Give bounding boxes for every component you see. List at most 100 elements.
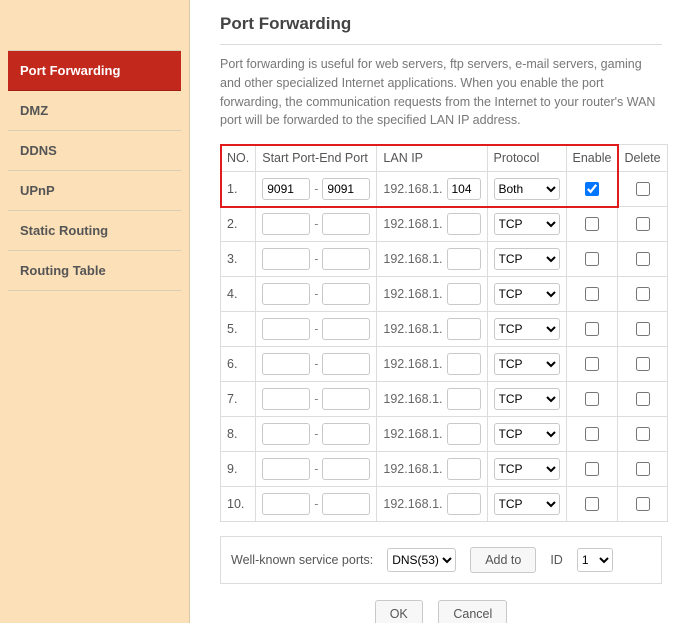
row-number: 1. [221, 172, 256, 207]
sidebar-item-upnp[interactable]: UPnP [8, 171, 181, 211]
lan-host-input[interactable] [447, 178, 481, 200]
id-label: ID [550, 553, 563, 567]
protocol-select[interactable]: BothTCPUDP [494, 178, 560, 200]
lan-host-input[interactable] [447, 213, 481, 235]
start-port-input[interactable] [262, 248, 310, 270]
sidebar-item-routing-table[interactable]: Routing Table [8, 251, 181, 291]
lan-host-input[interactable] [447, 388, 481, 410]
enable-checkbox[interactable] [585, 497, 599, 511]
port-cell: - [256, 172, 377, 207]
end-port-input[interactable] [322, 248, 370, 270]
protocol-cell: BothTCPUDP [487, 487, 566, 522]
end-port-input[interactable] [322, 423, 370, 445]
end-port-input[interactable] [322, 493, 370, 515]
lan-host-input[interactable] [447, 458, 481, 480]
end-port-input[interactable] [322, 388, 370, 410]
start-port-input[interactable] [262, 178, 310, 200]
enable-checkbox[interactable] [585, 217, 599, 231]
protocol-select[interactable]: BothTCPUDP [494, 248, 560, 270]
sidebar-item-dmz[interactable]: DMZ [8, 91, 181, 131]
ok-button[interactable]: OK [375, 600, 423, 623]
start-port-input[interactable] [262, 458, 310, 480]
protocol-select[interactable]: BothTCPUDP [494, 283, 560, 305]
lan-ip-prefix: 192.168.1. [383, 497, 442, 511]
divider [220, 44, 662, 45]
lan-ip-cell: 192.168.1. [377, 277, 487, 312]
enable-checkbox[interactable] [585, 287, 599, 301]
delete-checkbox[interactable] [636, 287, 650, 301]
end-port-input[interactable] [322, 283, 370, 305]
port-dash: - [312, 287, 320, 301]
start-port-input[interactable] [262, 388, 310, 410]
protocol-select[interactable]: BothTCPUDP [494, 458, 560, 480]
service-select[interactable]: DNS(53) [387, 548, 456, 572]
start-port-input[interactable] [262, 283, 310, 305]
lan-ip-cell: 192.168.1. [377, 172, 487, 207]
enable-cell [566, 172, 618, 207]
sidebar: Port ForwardingDMZDDNSUPnPStatic Routing… [0, 0, 190, 623]
port-dash: - [312, 357, 320, 371]
row-number: 6. [221, 347, 256, 382]
lan-host-input[interactable] [447, 423, 481, 445]
lan-ip-prefix: 192.168.1. [383, 217, 442, 231]
enable-cell [566, 347, 618, 382]
protocol-select[interactable]: BothTCPUDP [494, 318, 560, 340]
sidebar-item-static-routing[interactable]: Static Routing [8, 211, 181, 251]
lan-host-input[interactable] [447, 353, 481, 375]
end-port-input[interactable] [322, 458, 370, 480]
lan-host-input[interactable] [447, 248, 481, 270]
protocol-select[interactable]: BothTCPUDP [494, 493, 560, 515]
sidebar-item-ddns[interactable]: DDNS [8, 131, 181, 171]
start-port-input[interactable] [262, 318, 310, 340]
port-dash: - [312, 392, 320, 406]
start-port-input[interactable] [262, 493, 310, 515]
delete-checkbox[interactable] [636, 462, 650, 476]
end-port-input[interactable] [322, 318, 370, 340]
delete-checkbox[interactable] [636, 322, 650, 336]
enable-checkbox[interactable] [585, 182, 599, 196]
sidebar-item-port-forwarding[interactable]: Port Forwarding [8, 50, 181, 91]
end-port-input[interactable] [322, 353, 370, 375]
id-select[interactable]: 12345678910 [577, 548, 613, 572]
delete-checkbox[interactable] [636, 217, 650, 231]
delete-checkbox[interactable] [636, 497, 650, 511]
enable-checkbox[interactable] [585, 322, 599, 336]
enable-cell [566, 452, 618, 487]
delete-checkbox[interactable] [636, 252, 650, 266]
port-cell: - [256, 382, 377, 417]
delete-checkbox[interactable] [636, 182, 650, 196]
delete-checkbox[interactable] [636, 392, 650, 406]
cancel-button[interactable]: Cancel [438, 600, 507, 623]
delete-cell [618, 312, 667, 347]
start-port-input[interactable] [262, 213, 310, 235]
col-header-enable: Enable [566, 145, 618, 172]
enable-checkbox[interactable] [585, 252, 599, 266]
enable-checkbox[interactable] [585, 427, 599, 441]
port-dash: - [312, 322, 320, 336]
enable-cell [566, 487, 618, 522]
protocol-select[interactable]: BothTCPUDP [494, 388, 560, 410]
enable-checkbox[interactable] [585, 392, 599, 406]
protocol-select[interactable]: BothTCPUDP [494, 213, 560, 235]
lan-ip-cell: 192.168.1. [377, 347, 487, 382]
end-port-input[interactable] [322, 178, 370, 200]
start-port-input[interactable] [262, 423, 310, 445]
lan-host-input[interactable] [447, 493, 481, 515]
delete-checkbox[interactable] [636, 357, 650, 371]
delete-cell [618, 172, 667, 207]
lan-host-input[interactable] [447, 283, 481, 305]
lan-host-input[interactable] [447, 318, 481, 340]
page-description: Port forwarding is useful for web server… [220, 55, 662, 130]
port-forwarding-table: NO. Start Port-End Port LAN IP Protocol … [220, 144, 668, 522]
end-port-input[interactable] [322, 213, 370, 235]
enable-checkbox[interactable] [585, 462, 599, 476]
protocol-select[interactable]: BothTCPUDP [494, 423, 560, 445]
protocol-select[interactable]: BothTCPUDP [494, 353, 560, 375]
add-to-button[interactable]: Add to [470, 547, 536, 573]
start-port-input[interactable] [262, 353, 310, 375]
delete-checkbox[interactable] [636, 427, 650, 441]
port-dash: - [312, 462, 320, 476]
lan-ip-cell: 192.168.1. [377, 242, 487, 277]
col-header-lan: LAN IP [377, 145, 487, 172]
enable-checkbox[interactable] [585, 357, 599, 371]
